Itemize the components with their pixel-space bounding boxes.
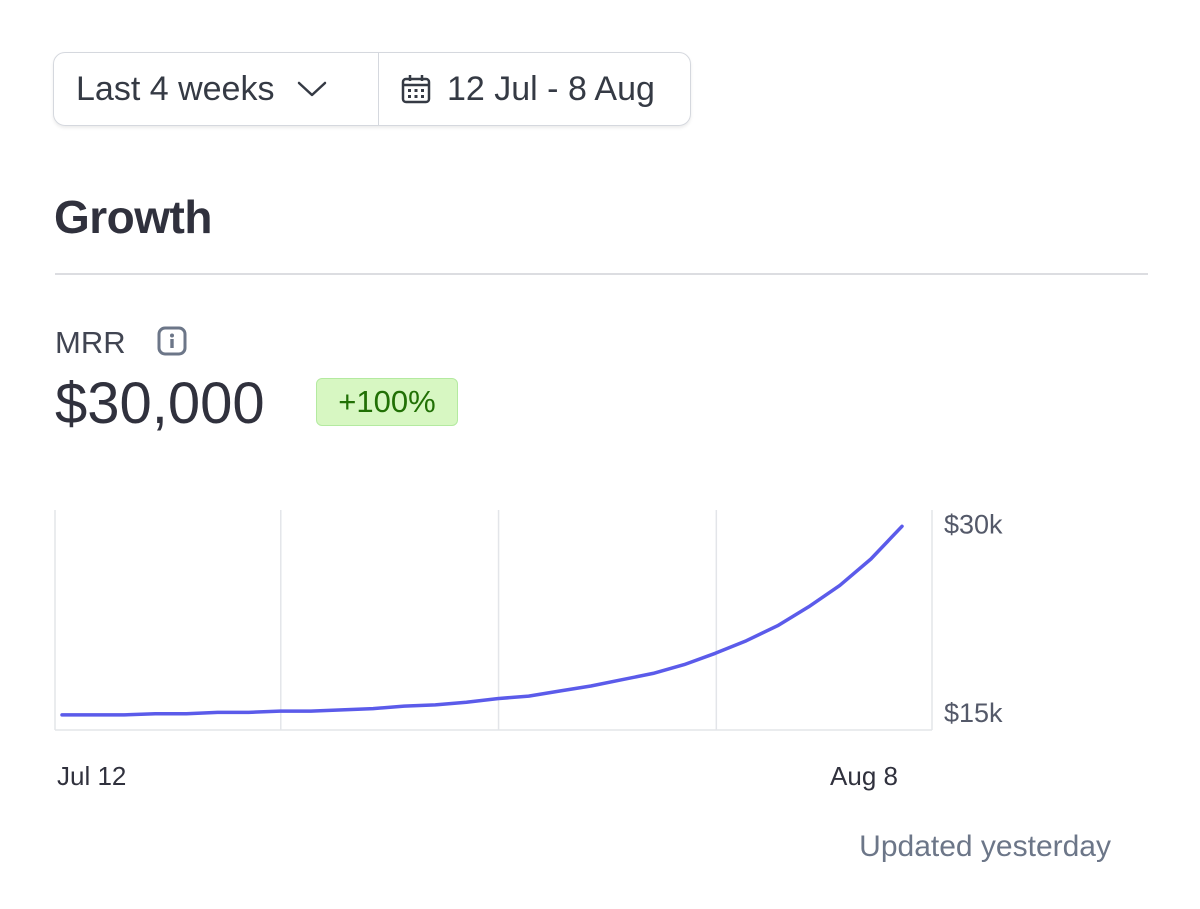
metric-value: $30,000 xyxy=(55,371,265,436)
line-series xyxy=(60,524,904,717)
y-tick-label: $30k xyxy=(944,509,1003,539)
info-icon[interactable] xyxy=(157,326,187,356)
divider xyxy=(55,273,1148,275)
y-tick-label: $15k xyxy=(944,698,1003,728)
calendar-icon xyxy=(401,75,431,104)
metric-label: MRR xyxy=(55,325,126,360)
updated-note: Updated yesterday xyxy=(859,830,1111,863)
range-text: Last 4 weeks xyxy=(76,69,275,108)
x-tick-label: Aug 8 xyxy=(830,761,898,791)
change-badge: +100% xyxy=(316,378,458,426)
range-select[interactable]: Last 4 weeks xyxy=(54,53,379,125)
x-tick-label: Jul 12 xyxy=(57,761,126,791)
date-range-text: 12 Jul - 8 Aug xyxy=(447,69,655,108)
section-title: Growth xyxy=(54,191,212,243)
chevron-icon xyxy=(298,81,327,97)
date-picker[interactable]: 12 Jul - 8 Aug xyxy=(379,53,655,125)
filter-bar: Last 4 weeks 12 Jul - 8 Aug xyxy=(53,52,691,126)
